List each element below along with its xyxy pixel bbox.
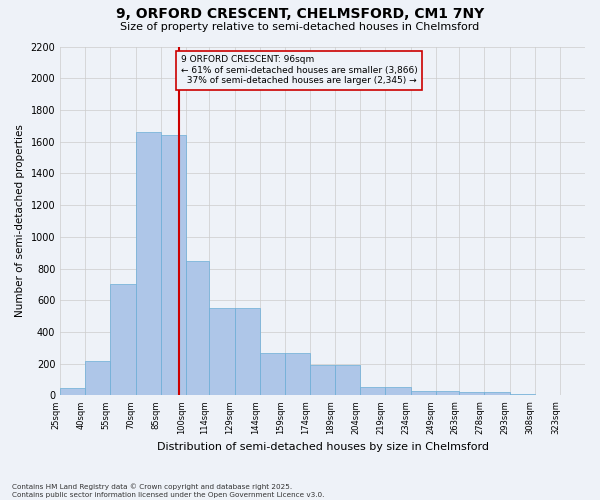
- Bar: [60, 388, 85, 396]
- Bar: [136, 132, 161, 396]
- Bar: [410, 390, 436, 396]
- Text: 9, ORFORD CRESCENT, CHELMSFORD, CM1 7NY: 9, ORFORD CRESCENT, CHELMSFORD, CM1 7NY: [116, 8, 484, 22]
- Bar: [85, 360, 110, 396]
- Bar: [509, 394, 535, 396]
- Text: Size of property relative to semi-detached houses in Chelmsford: Size of property relative to semi-detach…: [121, 22, 479, 32]
- Bar: [484, 392, 509, 396]
- Bar: [361, 386, 385, 396]
- Bar: [209, 308, 235, 396]
- X-axis label: Distribution of semi-detached houses by size in Chelmsford: Distribution of semi-detached houses by …: [157, 442, 488, 452]
- Bar: [186, 260, 209, 396]
- Bar: [110, 284, 136, 396]
- Text: 9 ORFORD CRESCENT: 96sqm
← 61% of semi-detached houses are smaller (3,866)
  37%: 9 ORFORD CRESCENT: 96sqm ← 61% of semi-d…: [181, 55, 418, 85]
- Bar: [285, 352, 310, 396]
- Bar: [535, 394, 560, 396]
- Bar: [436, 390, 459, 396]
- Bar: [459, 392, 484, 396]
- Bar: [385, 386, 410, 396]
- Bar: [235, 308, 260, 396]
- Bar: [310, 366, 335, 396]
- Bar: [161, 136, 186, 396]
- Y-axis label: Number of semi-detached properties: Number of semi-detached properties: [15, 124, 25, 318]
- Bar: [260, 352, 285, 396]
- Text: Contains HM Land Registry data © Crown copyright and database right 2025.
Contai: Contains HM Land Registry data © Crown c…: [12, 484, 325, 498]
- Bar: [335, 366, 361, 396]
